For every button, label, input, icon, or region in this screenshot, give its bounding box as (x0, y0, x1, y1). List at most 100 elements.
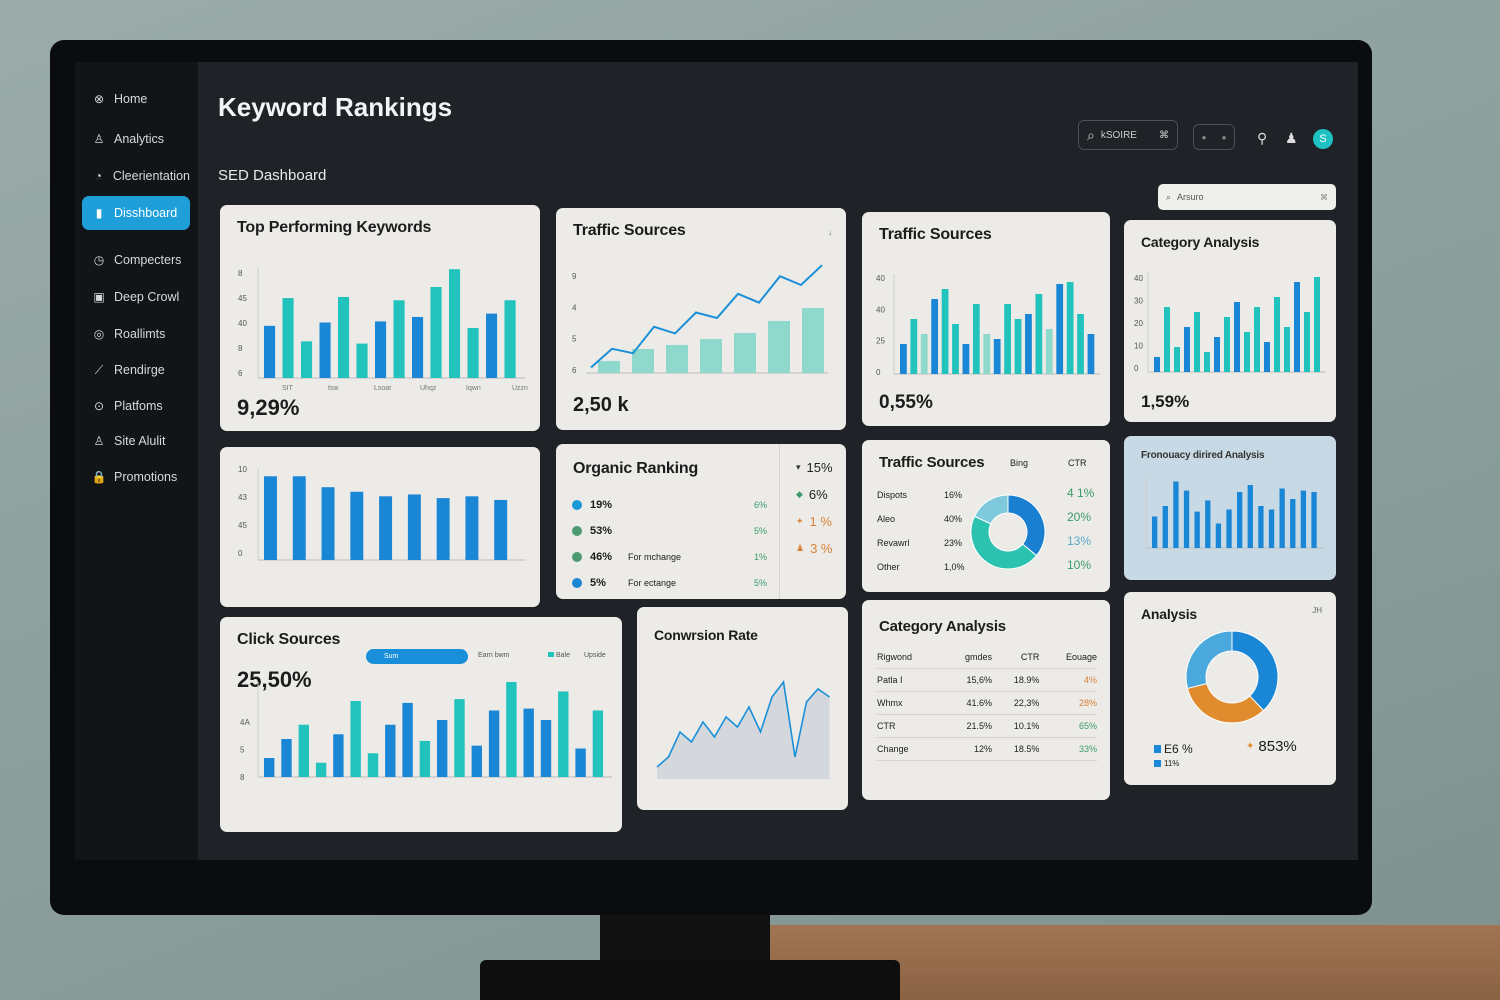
bar (1274, 297, 1280, 372)
bar (264, 325, 276, 378)
card-title: Conwrsion Rate (654, 627, 758, 643)
bar (333, 734, 344, 777)
table-row[interactable]: Whmx 41.6% 22,3% 28% (877, 691, 1097, 715)
bar (264, 758, 275, 777)
bar (1314, 277, 1320, 372)
donut-chart (1185, 630, 1279, 724)
bar (385, 724, 396, 777)
bar (504, 300, 516, 378)
table-row[interactable]: Patla I 15,6% 18.9% 4% (877, 668, 1097, 692)
bar (321, 487, 335, 560)
card-title: Category Analysis (879, 618, 1006, 635)
bar (1035, 294, 1043, 374)
bar (962, 344, 970, 374)
ctr-value: 4 1% (1067, 486, 1095, 500)
card-category-analysis-bars[interactable]: Category Analysis 40 30 20 10 0 1,59% (1124, 220, 1336, 422)
bar (1234, 302, 1240, 372)
bar (983, 334, 991, 374)
rank-pct: 19% (590, 499, 613, 511)
column-header: Rigwond (877, 646, 942, 669)
search-placeholder: Arsuro (1177, 192, 1204, 202)
bar (412, 316, 424, 378)
search-text: ​kSOIRE (1100, 129, 1137, 141)
bar (436, 498, 450, 560)
card-category-analysis-table[interactable]: Category Analysis Rigwond gmdes CTR Eouage P… (862, 600, 1110, 800)
card-click-sources[interactable]: Click Sources 25,50% Sum Earn bwm Bale U… (220, 617, 622, 832)
user-group-icon[interactable]: ♟ (1285, 130, 1298, 146)
sidebar-item-label: Promotions (114, 470, 178, 484)
bar (1284, 327, 1290, 372)
source-value: 40% (944, 514, 963, 524)
sidebar-item-label: Disshboard (114, 206, 178, 220)
sidebar-item-disshboard[interactable]: ▮ Disshboard (82, 196, 190, 230)
dashboard-search[interactable]: ⌕ Arsuro ⌘ (1158, 184, 1336, 210)
card-conversion-rate[interactable]: Conwrsion Rate (637, 607, 848, 810)
card-title: Traffic Sources (573, 222, 686, 239)
card-bar-chart[interactable]: 10 43 45 0 (220, 447, 540, 607)
bar (315, 762, 327, 777)
bar (1224, 317, 1230, 372)
table-row[interactable]: CTR 21.5% 10.1% 65% (877, 714, 1097, 738)
sidebar-item-label: Platfoms (114, 399, 163, 413)
filter-pill[interactable]: Sum (366, 649, 468, 664)
donut-slice (1231, 630, 1279, 712)
y-tick-label: 9 (572, 272, 577, 281)
bar (430, 286, 442, 378)
card-analysis-donut[interactable]: Analysis JH E6 % 11% ✦ 853% (1124, 592, 1336, 785)
x-tick-label: Lsoar (374, 385, 392, 392)
column-header: Eouage (1039, 646, 1097, 669)
sidebar-item-roallimts[interactable]: ◎ Roallimts (82, 317, 190, 351)
source-label: Dispots (877, 490, 908, 500)
sidebar-item-rendirge[interactable]: ⟋ Rendirge (82, 353, 190, 387)
card-title: Analysis (1141, 606, 1197, 622)
table-cell: 4% (1039, 668, 1097, 692)
search-shortcut: ⌘ (1159, 129, 1169, 141)
source-label: Revawrl (877, 538, 910, 548)
sidebar-item-site-alulit[interactable]: ♙ Site Alulit (82, 424, 190, 458)
bar (952, 324, 959, 374)
card-traffic-sources-bars[interactable]: Traffic Sources 40 40 25 0 0,55% (862, 212, 1110, 426)
notification-icon[interactable]: ⚲ (1257, 130, 1268, 146)
y-tick-label: 10 (1134, 342, 1143, 351)
sidebar-item-label: Home (114, 92, 148, 106)
card-frequency-analysis[interactable]: Fronouacy dirired Analysis (1124, 436, 1336, 580)
bar (1214, 337, 1220, 372)
card-traffic-sources-line[interactable]: Traffic Sources ↓ 9 4 5 6 2,50 k (556, 208, 846, 430)
bar-chart: 40 40 25 0 (876, 274, 1100, 377)
y-tick-label: 10 (238, 465, 247, 474)
header-toggle[interactable]: ● ● (1193, 124, 1235, 150)
donut-slice (1185, 630, 1233, 690)
kpi-value: 2,50 k (573, 394, 629, 416)
table-cell: Whmx (877, 691, 942, 715)
donut-slice (1007, 494, 1046, 557)
sidebar-item-label: Cleerientation (112, 169, 190, 183)
card-menu[interactable]: JH (1312, 606, 1322, 615)
header-search[interactable]: ⌕ ​kSOIRE ⌘ (1078, 120, 1178, 150)
change-value: 1 % (809, 514, 832, 529)
card-menu[interactable]: ↓ (828, 228, 832, 237)
bar-chart: 10 43 45 0 (238, 465, 525, 561)
bar (1066, 282, 1074, 374)
donut-slice (970, 515, 1038, 570)
sidebar-item-deep-crowl[interactable]: ▣ Deep Crowl (82, 280, 190, 314)
y-tick-label: 4A (240, 718, 250, 727)
y-tick-label: 40 (238, 319, 247, 328)
sidebar-item-promotions[interactable]: 🔒 Promotions (82, 460, 190, 494)
sidebar-item-home[interactable]: ⊗ Home (82, 82, 190, 116)
search-icon: ⌕ (1087, 126, 1095, 143)
avatar[interactable]: S (1313, 129, 1333, 149)
bar (1244, 332, 1250, 372)
bar (471, 745, 482, 777)
sidebar-item-platfoms[interactable]: ⊙ Platfoms (82, 389, 190, 423)
sidebar-item-cleerientation[interactable]: ◔ Cleerientation (82, 159, 190, 193)
sidebar-item-analytics[interactable]: ♙ Analytics (82, 122, 190, 156)
card-top-keywords[interactable]: Top Performing Keywords 8 45 40 8 6 SIT tsw Lso… (220, 205, 540, 431)
card-organic-ranking[interactable]: Organic Ranking 19% 6% 53% 5% 46% For mchange… (556, 444, 846, 599)
sidebar-item-compecters[interactable]: ◷ Compecters (82, 243, 190, 277)
table-row[interactable]: Change 12% 18.5% 33% (877, 737, 1097, 761)
card-traffic-sources-donut[interactable]: Traffic Sources Bing CTR Dispots 16% 4 1% A… (862, 440, 1110, 592)
bar (402, 702, 413, 777)
bar (1056, 284, 1064, 374)
y-tick-label: 8 (238, 344, 243, 353)
table-cell: 10.1% (992, 714, 1040, 738)
